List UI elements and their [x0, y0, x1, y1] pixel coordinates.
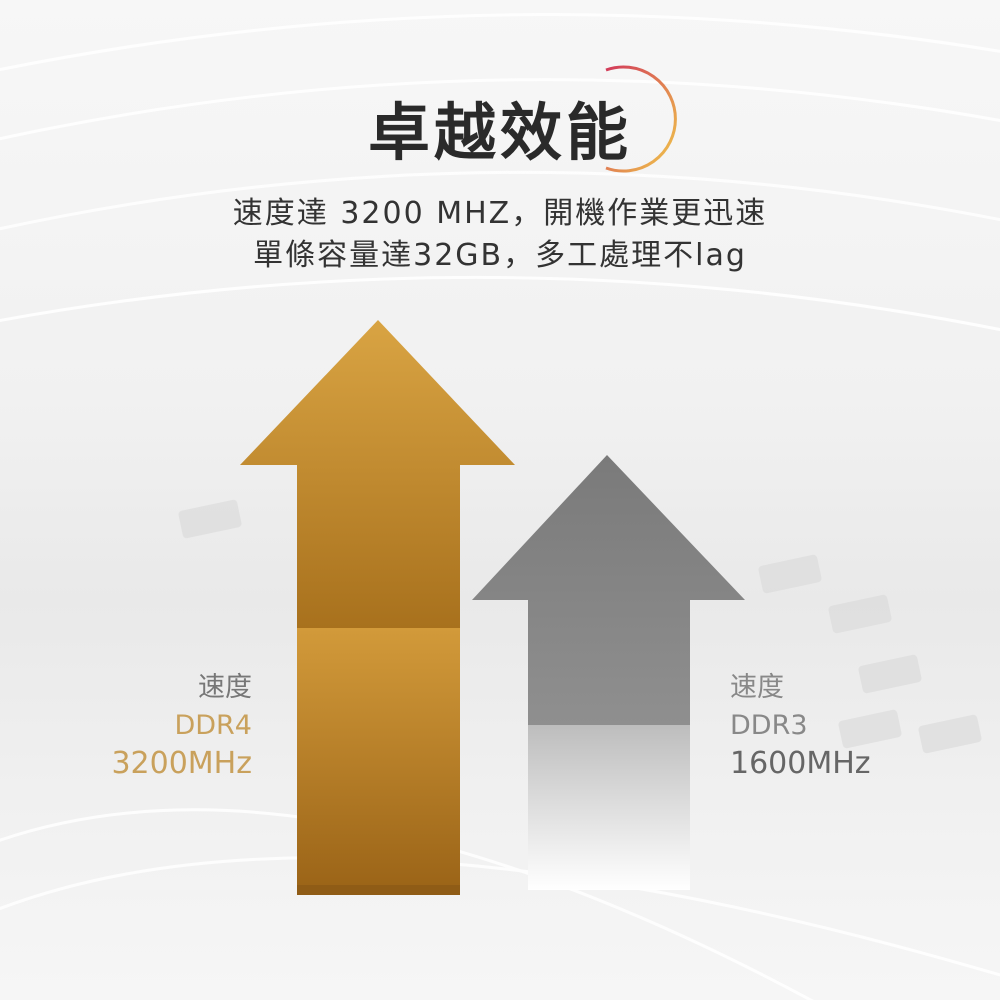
ddr3-type: DDR3 — [730, 710, 808, 741]
subtitle-line-1: 速度達 3200 MHZ，開機作業更迅速 — [232, 196, 768, 231]
ddr4-label: 速度 — [198, 672, 252, 703]
ddr3-speed: 1600MHz — [730, 746, 871, 781]
title-ring-decoration — [605, 65, 677, 173]
ddr4-type: DDR4 — [174, 710, 252, 741]
keyboard-backdrop — [178, 499, 982, 754]
ddr4-arrow — [240, 320, 515, 895]
page-title: 卓越效能 — [367, 96, 632, 169]
subtitle-line-2: 單條容量達32GB，多工處理不lag — [253, 238, 747, 273]
ddr3-arrow — [472, 455, 745, 890]
ddr3-label: 速度 — [730, 672, 784, 703]
ddr4-speed: 3200MHz — [111, 746, 252, 781]
